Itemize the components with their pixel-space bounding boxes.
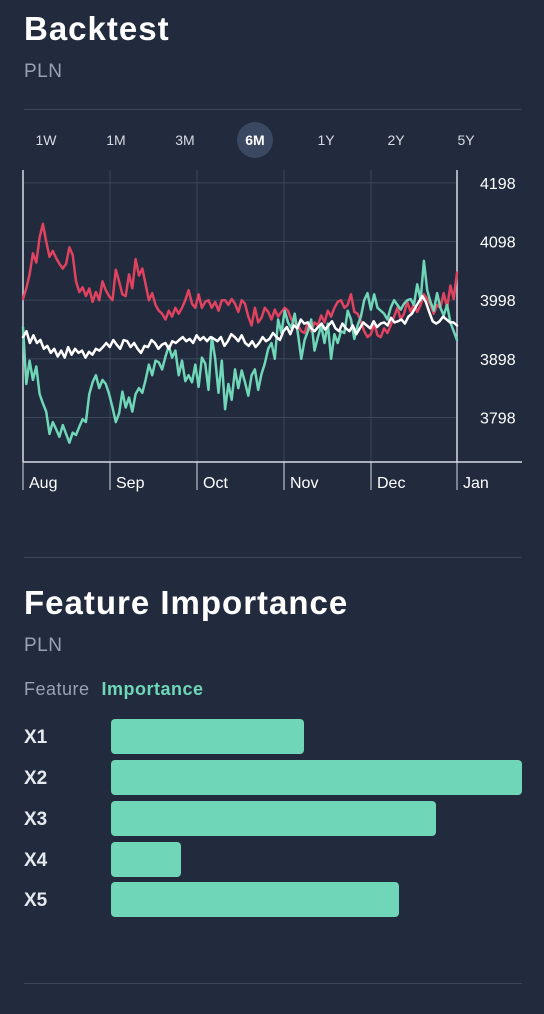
feature-importance-currency: PLN <box>24 635 63 656</box>
x-tick-label: Aug <box>29 475 57 492</box>
divider <box>24 983 522 984</box>
range-selector: 1W 1M 3M 6M 1Y 2Y 5Y <box>24 122 522 158</box>
x-tick-label: Dec <box>377 475 405 492</box>
range-tab-1w[interactable]: 1W <box>28 122 64 158</box>
importance-bar <box>111 842 181 877</box>
divider <box>24 109 522 110</box>
feature-row: X5 <box>24 882 524 918</box>
importance-bar <box>111 760 522 795</box>
range-tab-6m[interactable]: 6M <box>237 122 273 158</box>
feature-label: X5 <box>24 890 48 911</box>
feature-label: X4 <box>24 850 48 871</box>
range-tab-1m[interactable]: 1M <box>98 122 134 158</box>
series-line-2 <box>21 294 459 359</box>
feature-label: X3 <box>24 809 48 830</box>
y-tick-label: 3798 <box>480 410 516 427</box>
feature-importance-header: Feature Importance <box>24 679 204 700</box>
x-tick-label: Nov <box>290 475 318 492</box>
y-tick-label: 3998 <box>480 293 516 310</box>
series-line-1 <box>21 259 459 444</box>
feature-column-header: Feature <box>24 679 90 699</box>
feature-row: X3 <box>24 801 524 837</box>
range-tab-1y[interactable]: 1Y <box>308 122 344 158</box>
y-tick-label: 4098 <box>480 235 516 252</box>
x-tick-label: Oct <box>203 475 228 492</box>
feature-row: X1 <box>24 719 524 755</box>
feature-row: X4 <box>24 842 524 878</box>
range-tab-5y[interactable]: 5Y <box>448 122 484 158</box>
series-line-0 <box>21 222 459 339</box>
backtest-currency: PLN <box>24 61 63 82</box>
importance-bar <box>111 801 436 836</box>
importance-bar <box>111 882 399 917</box>
backtest-chart[interactable]: 4198 4098 3998 3898 3798 Aug Sep Oct Nov Dec Jan <box>0 160 544 500</box>
feature-importance-title: Feature Importance <box>24 584 349 621</box>
divider <box>24 557 522 558</box>
x-tick-label: Sep <box>116 475 145 492</box>
range-tab-2y[interactable]: 2Y <box>378 122 414 158</box>
feature-row: X2 <box>24 760 524 796</box>
range-tab-3m[interactable]: 3M <box>167 122 203 158</box>
feature-label: X2 <box>24 768 48 789</box>
importance-bar <box>111 719 305 754</box>
y-tick-label: 3898 <box>480 352 516 369</box>
y-tick-label: 4198 <box>480 176 516 193</box>
importance-column-header: Importance <box>101 679 204 699</box>
feature-label: X1 <box>24 727 48 748</box>
backtest-title: Backtest <box>24 10 170 47</box>
x-tick-label: Jan <box>463 475 489 492</box>
